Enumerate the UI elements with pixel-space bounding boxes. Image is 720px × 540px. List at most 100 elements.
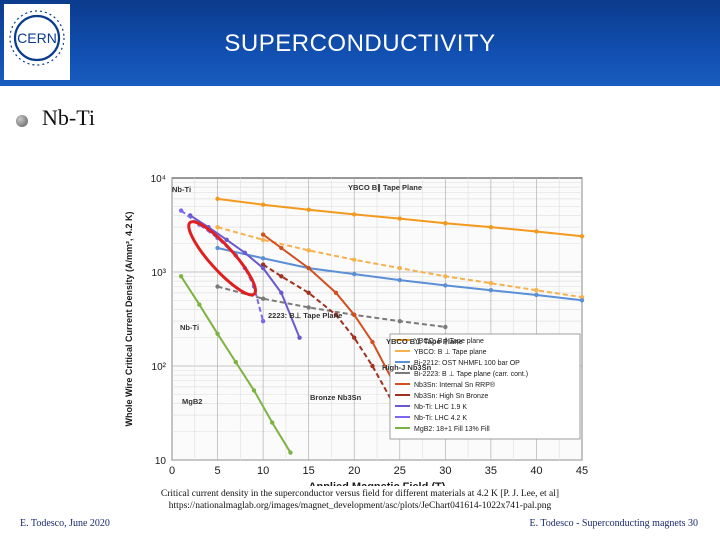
footer-page-info: E. Todesco - Superconducting magnets 30 xyxy=(529,518,698,529)
data-point xyxy=(579,234,585,239)
chart-annotation: MgB2 xyxy=(182,397,202,406)
data-point xyxy=(178,208,184,213)
data-point xyxy=(260,265,266,271)
highlight-ellipse xyxy=(187,220,257,297)
data-point xyxy=(443,324,448,330)
x-tick-label: 0 xyxy=(169,465,175,477)
legend-entry: Bi-2223: B ⊥ Tape plane (carr. cont.) xyxy=(414,371,528,378)
chart-annotation: Nb-Ti xyxy=(172,185,191,194)
x-tick-label: 45 xyxy=(576,465,588,477)
y-tick-label: 10⁴ xyxy=(151,174,166,185)
legend-entry: Nb-Ti: LHC 1.9 K xyxy=(414,404,467,411)
x-tick-label: 5 xyxy=(214,465,220,477)
x-tick-label: 40 xyxy=(530,465,542,477)
chart-annotation: 2223: B⊥ Tape Plane xyxy=(268,311,342,320)
data-point xyxy=(352,335,357,340)
data-point xyxy=(443,283,448,288)
y-tick-label: 10 xyxy=(155,456,167,467)
data-point xyxy=(270,420,275,425)
data-point xyxy=(215,284,220,289)
logo-text: CERN xyxy=(17,30,57,46)
data-point xyxy=(579,298,585,303)
data-point xyxy=(279,245,284,251)
caption-url[interactable]: https://nationalmaglab.org/images/magnet… xyxy=(168,501,552,511)
critical-current-chart: 0 5 10 15 20 25 30 35 40 45 10 10² 10³ 10⁴ Applied Mag… xyxy=(118,168,590,486)
data-point xyxy=(178,274,184,279)
data-point xyxy=(242,250,248,256)
data-point xyxy=(443,221,448,226)
x-tick-label: 10 xyxy=(257,465,269,477)
data-point xyxy=(333,312,339,318)
data-point xyxy=(215,196,220,202)
data-point xyxy=(215,245,220,251)
data-point xyxy=(306,290,311,296)
data-point xyxy=(352,212,357,217)
legend-entry: Bi-2212: OST NHMFL 100 bar OP xyxy=(414,360,520,367)
data-point xyxy=(260,232,266,237)
data-point xyxy=(279,274,284,279)
data-point xyxy=(488,288,494,293)
data-point xyxy=(534,292,539,298)
legend-entry: Nb-Ti: LHC 4.2 K xyxy=(414,415,467,422)
x-tick-label: 30 xyxy=(439,465,451,477)
y-axis-label: Whole Wire Critical Current Density (A/m… xyxy=(124,212,134,427)
data-point xyxy=(297,335,302,340)
data-point xyxy=(224,237,229,243)
footer-author-date: E. Todesco, June 2020 xyxy=(20,518,110,529)
y-tick-label: 10³ xyxy=(152,268,167,279)
chart-svg: 0 5 10 15 20 25 30 35 40 45 10 10² 10³ 10⁴ Applied Mag… xyxy=(124,174,588,486)
chart-annotation: Nb-Ti xyxy=(180,323,199,332)
legend-entry: Nb3Sn: Internal Sn RRP® xyxy=(414,381,496,389)
data-point xyxy=(288,450,293,455)
data-point xyxy=(370,339,375,345)
header-bar: CERN SUPERCONDUCTIVITY xyxy=(0,0,720,86)
page-title: SUPERCONDUCTIVITY xyxy=(224,30,496,57)
chart-annotation: High-J Nb3Sn xyxy=(382,363,432,372)
data-point xyxy=(488,224,494,230)
y-tick-label: 10² xyxy=(152,362,167,373)
data-point xyxy=(397,318,402,324)
legend-box xyxy=(389,333,581,440)
bullet-icon xyxy=(16,115,28,127)
chart-annotation: YBCO B∥ Tape Plane xyxy=(348,183,422,192)
legend-entry: YBCO: B ⊥ Tape plane xyxy=(414,349,487,356)
x-tick-label: 15 xyxy=(303,465,315,477)
data-point xyxy=(333,290,339,296)
caption-text: Critical current density in the supercon… xyxy=(160,489,560,499)
data-point xyxy=(306,265,311,271)
data-point xyxy=(197,302,202,307)
data-point xyxy=(397,277,402,283)
data-point xyxy=(260,296,266,301)
data-point xyxy=(215,224,220,230)
data-point xyxy=(260,256,266,261)
figure-caption: Critical current density in the supercon… xyxy=(120,488,600,512)
chart-annotation: YBCO B⊥ Tape Plane xyxy=(386,337,463,346)
data-point xyxy=(397,216,402,221)
data-point xyxy=(443,274,448,279)
data-point xyxy=(251,388,257,393)
data-point xyxy=(488,281,494,286)
data-point xyxy=(215,331,220,337)
bullet-text: Nb-Ti xyxy=(42,105,95,130)
data-point xyxy=(260,318,266,324)
data-point xyxy=(306,305,311,310)
data-point xyxy=(579,294,585,300)
data-point xyxy=(534,288,539,293)
x-tick-label: 20 xyxy=(348,465,360,477)
chart-annotation: Bronze Nb3Sn xyxy=(310,393,362,402)
legend-entry: MgB2: 18+1 Fill 13% Fill xyxy=(414,426,490,433)
cern-logo: CERN xyxy=(4,4,70,80)
data-point xyxy=(397,265,402,271)
data-point xyxy=(233,359,238,365)
data-point xyxy=(260,237,266,243)
data-point xyxy=(260,262,266,267)
data-point xyxy=(534,229,539,234)
x-axis-label: Applied Magnetic Field (T) xyxy=(309,481,446,486)
data-point xyxy=(306,248,311,253)
x-tick-label: 35 xyxy=(485,465,497,477)
data-point xyxy=(352,312,357,318)
data-point xyxy=(279,290,284,296)
x-tick-label: 25 xyxy=(394,465,406,477)
data-point xyxy=(352,271,357,277)
data-point xyxy=(370,363,375,369)
